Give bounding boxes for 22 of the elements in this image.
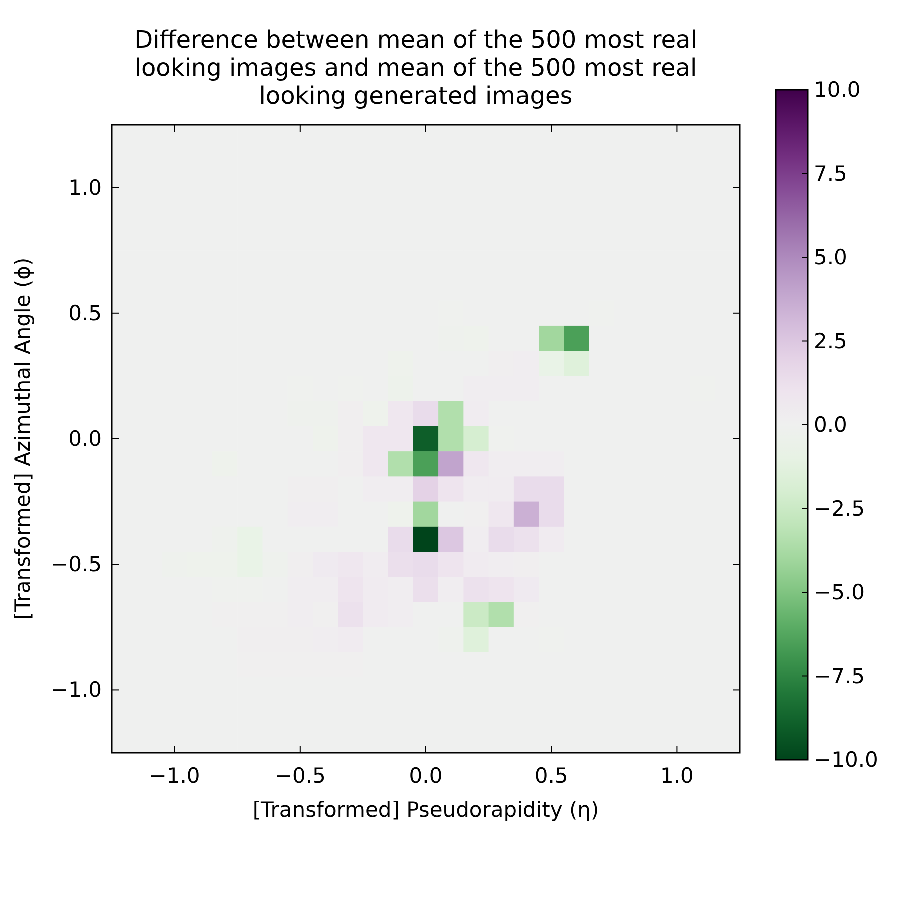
x-axis-title: [Transformed] Pseudorapidity (η) — [252, 798, 600, 822]
x-tick-label: 0.0 — [409, 764, 443, 788]
y-tick-label: 0.0 — [68, 427, 102, 451]
x-tick-label: −0.5 — [274, 764, 326, 788]
x-tick-label: 1.0 — [660, 764, 694, 788]
y-tick-label: 1.0 — [68, 176, 102, 200]
color-bar-label: 7.5 — [814, 162, 848, 186]
y-tick-label: −0.5 — [51, 552, 102, 577]
color-bar-label: −5.0 — [814, 580, 865, 604]
x-tick-label: −1.0 — [149, 764, 200, 788]
color-bar-label: −2.5 — [814, 496, 865, 521]
y-tick-label: 0.5 — [68, 301, 102, 326]
chart-title: Difference between mean of the 500 most real looking images and mean of the 500 most real looking generated images — [134, 26, 698, 110]
color-bar-label: 5.0 — [814, 246, 848, 270]
color-bar-label: 10.0 — [814, 78, 861, 102]
y-axis-title: [Transformed] Azimuthal Angle (ϕ) — [11, 258, 35, 620]
color-bar-label: 2.5 — [814, 329, 848, 354]
color-bar-label: −10.0 — [814, 748, 878, 772]
y-tick-label: −1.0 — [51, 678, 102, 702]
x-tick-label: 0.5 — [534, 764, 568, 788]
color-bar-label: 0.0 — [814, 413, 848, 437]
color-bar-label: −7.5 — [814, 664, 865, 688]
